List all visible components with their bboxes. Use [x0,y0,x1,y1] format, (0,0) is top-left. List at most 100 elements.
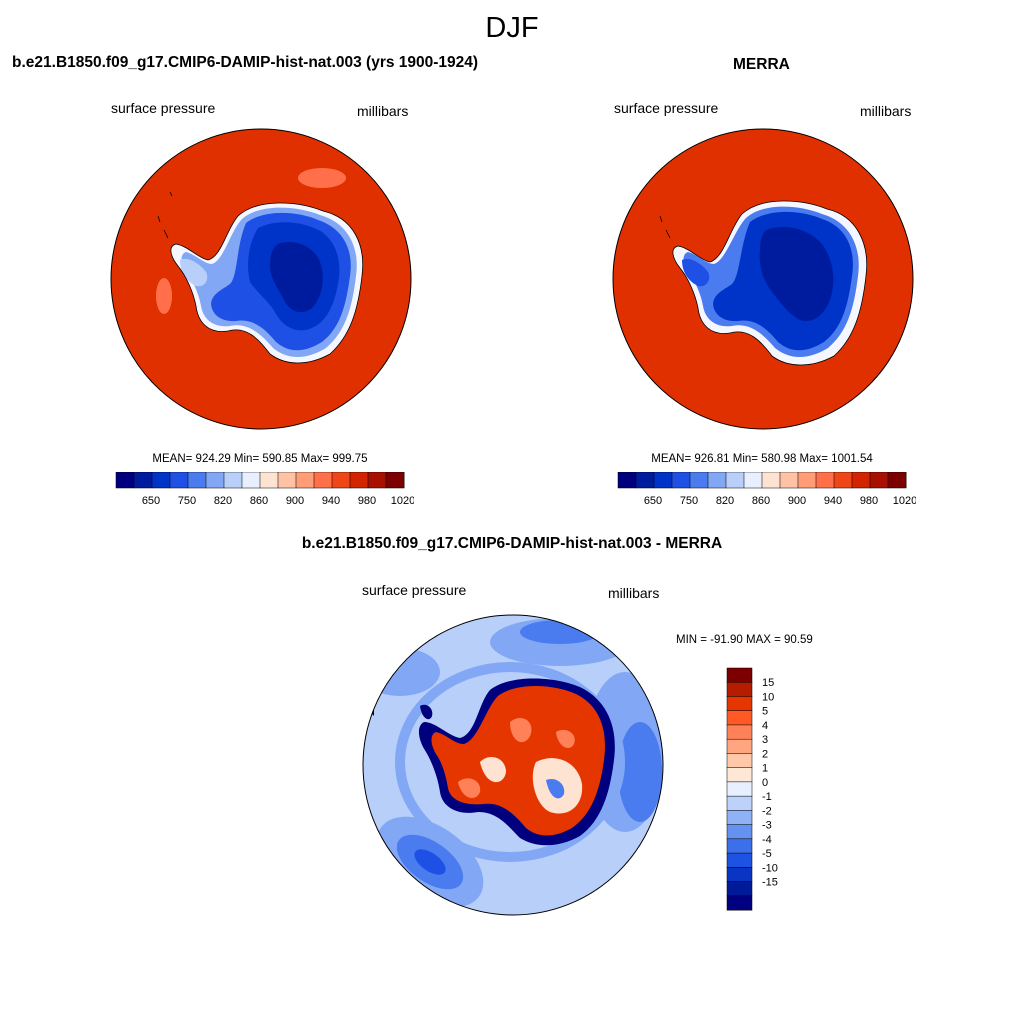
colorbar-tick-label: 940 [322,495,340,507]
colorbar-swatch [205,472,225,489]
obs-polar-map [612,128,914,430]
colorbar-swatch [887,472,907,489]
colorbar-swatch [833,472,853,489]
colorbar-tick-label: 1 [762,763,768,775]
island-outline [659,215,671,239]
colorbar-swatch [726,667,753,683]
map-boundary [362,614,664,916]
peninsula [682,258,710,287]
colorbar-tick-label: -4 [762,834,772,846]
colorbar-swatch [671,472,691,489]
colorbar-tick-label: 900 [788,495,806,507]
colorbar-tick-label: 5 [762,706,768,718]
colorbar-tick-label: 860 [250,495,268,507]
colorbar-swatch [241,472,261,489]
diff-panel-title: b.e21.B1850.f09_g17.CMIP6-DAMIP-hist-nat… [301,535,723,552]
negative-anomaly [520,620,600,644]
colorbar-swatch [726,710,753,726]
colorbar-swatch [367,472,387,489]
colorbar-swatch [726,696,753,712]
colorbar-swatch [133,472,153,489]
peninsula [180,258,208,287]
obs-stats: MEAN= 926.81 Min= 580.98 Max= 1001.54 [651,453,873,465]
colorbar-tick-label: 15 [762,677,774,689]
colorbar-swatch [151,472,171,489]
peninsula-negative [420,704,433,720]
obs-units-label: millibars [860,103,912,119]
colorbar-swatch [725,472,745,489]
colorbar-swatch [726,738,753,754]
colorbar-swatch [851,472,871,489]
colorbar-swatch [313,472,333,489]
diff-variable-label: surface pressure [362,582,467,598]
negative-anomaly [618,722,662,822]
colorbar-swatch [726,767,753,783]
diff-polar-map [362,614,664,916]
colorbar-tick-label: -10 [762,862,778,874]
colorbar-swatch [115,472,135,489]
positive-patch [556,729,575,748]
colorbar-swatch [869,472,889,489]
coastline [672,200,868,366]
colorbar-tick-label: 900 [286,495,304,507]
model-units-label: millibars [357,103,409,119]
colorbar-swatch [779,472,799,489]
colorbar-tick-label: -3 [762,820,772,832]
colorbar-swatch [653,472,673,489]
negative-patch [546,778,565,799]
colorbar-tick-label: 2 [762,748,768,760]
colorbar-swatch [635,472,655,489]
colorbar-tick-label: 650 [644,495,662,507]
diff-stats: MIN = -91.90 MAX = 90.59 [676,634,813,646]
colorbar-tick-label: 4 [762,720,768,732]
obs-colorbar: 650 750 820 860 900 940 980 1020 [617,472,916,507]
model-panel-title: b.e21.B1850.f09_g17.CMIP6-DAMIP-hist-nat… [12,54,479,71]
positive-patch [480,757,506,783]
colorbar-swatch [277,472,297,489]
colorbar-swatch [797,472,817,489]
model-colorbar: 650 750 820 860 900 940 980 1020 [115,472,414,507]
colorbar-tick-label: 750 [178,495,196,507]
colorbar-tick-label: -2 [762,805,772,817]
colorbar-swatch [259,472,279,489]
colorbar-tick-label: 980 [358,495,376,507]
colorbar-tick-label: 980 [860,495,878,507]
colorbar-tick-label: 820 [214,495,232,507]
colorbar-tick-label: -15 [762,877,778,889]
colorbar-tick-label: 10 [762,691,774,703]
colorbar-swatch [743,472,763,489]
colorbar-swatch [726,895,753,911]
colorbar-tick-label: 860 [752,495,770,507]
high-pressure-patch [156,278,172,314]
colorbar-swatch [815,472,835,489]
colorbar-swatch [726,867,753,882]
island-outline [157,191,173,239]
model-variable-label: surface pressure [111,100,216,116]
colorbar-swatch [726,810,753,826]
figure-title: DJF [485,12,539,44]
colorbar-swatch [726,753,753,769]
negative-anomaly [363,648,440,696]
high-pressure-patch [298,168,346,188]
positive-patch [458,778,481,798]
colorbar-swatch [349,472,369,489]
obs-variable-label: surface pressure [614,100,719,116]
colorbar-tick-label: 940 [824,495,842,507]
colorbar-swatch [331,472,351,489]
colorbar-swatch [187,472,207,489]
high-plateau [759,226,834,322]
anomaly-ring [395,662,625,862]
colorbar-tick-label: 3 [762,734,768,746]
colorbar-swatch [726,795,753,811]
colorbar-swatch [726,681,753,697]
model-stats: MEAN= 924.29 Min= 590.85 Max= 999.75 [152,453,368,465]
colorbar-swatch [385,472,405,489]
negative-anomaly [414,849,446,875]
colorbar-swatch [726,852,753,868]
model-polar-map [110,128,412,430]
colorbar-tick-label: -1 [762,791,772,803]
coastline [170,202,364,364]
colorbar-swatch [689,472,709,489]
colorbar-swatch [761,472,781,489]
